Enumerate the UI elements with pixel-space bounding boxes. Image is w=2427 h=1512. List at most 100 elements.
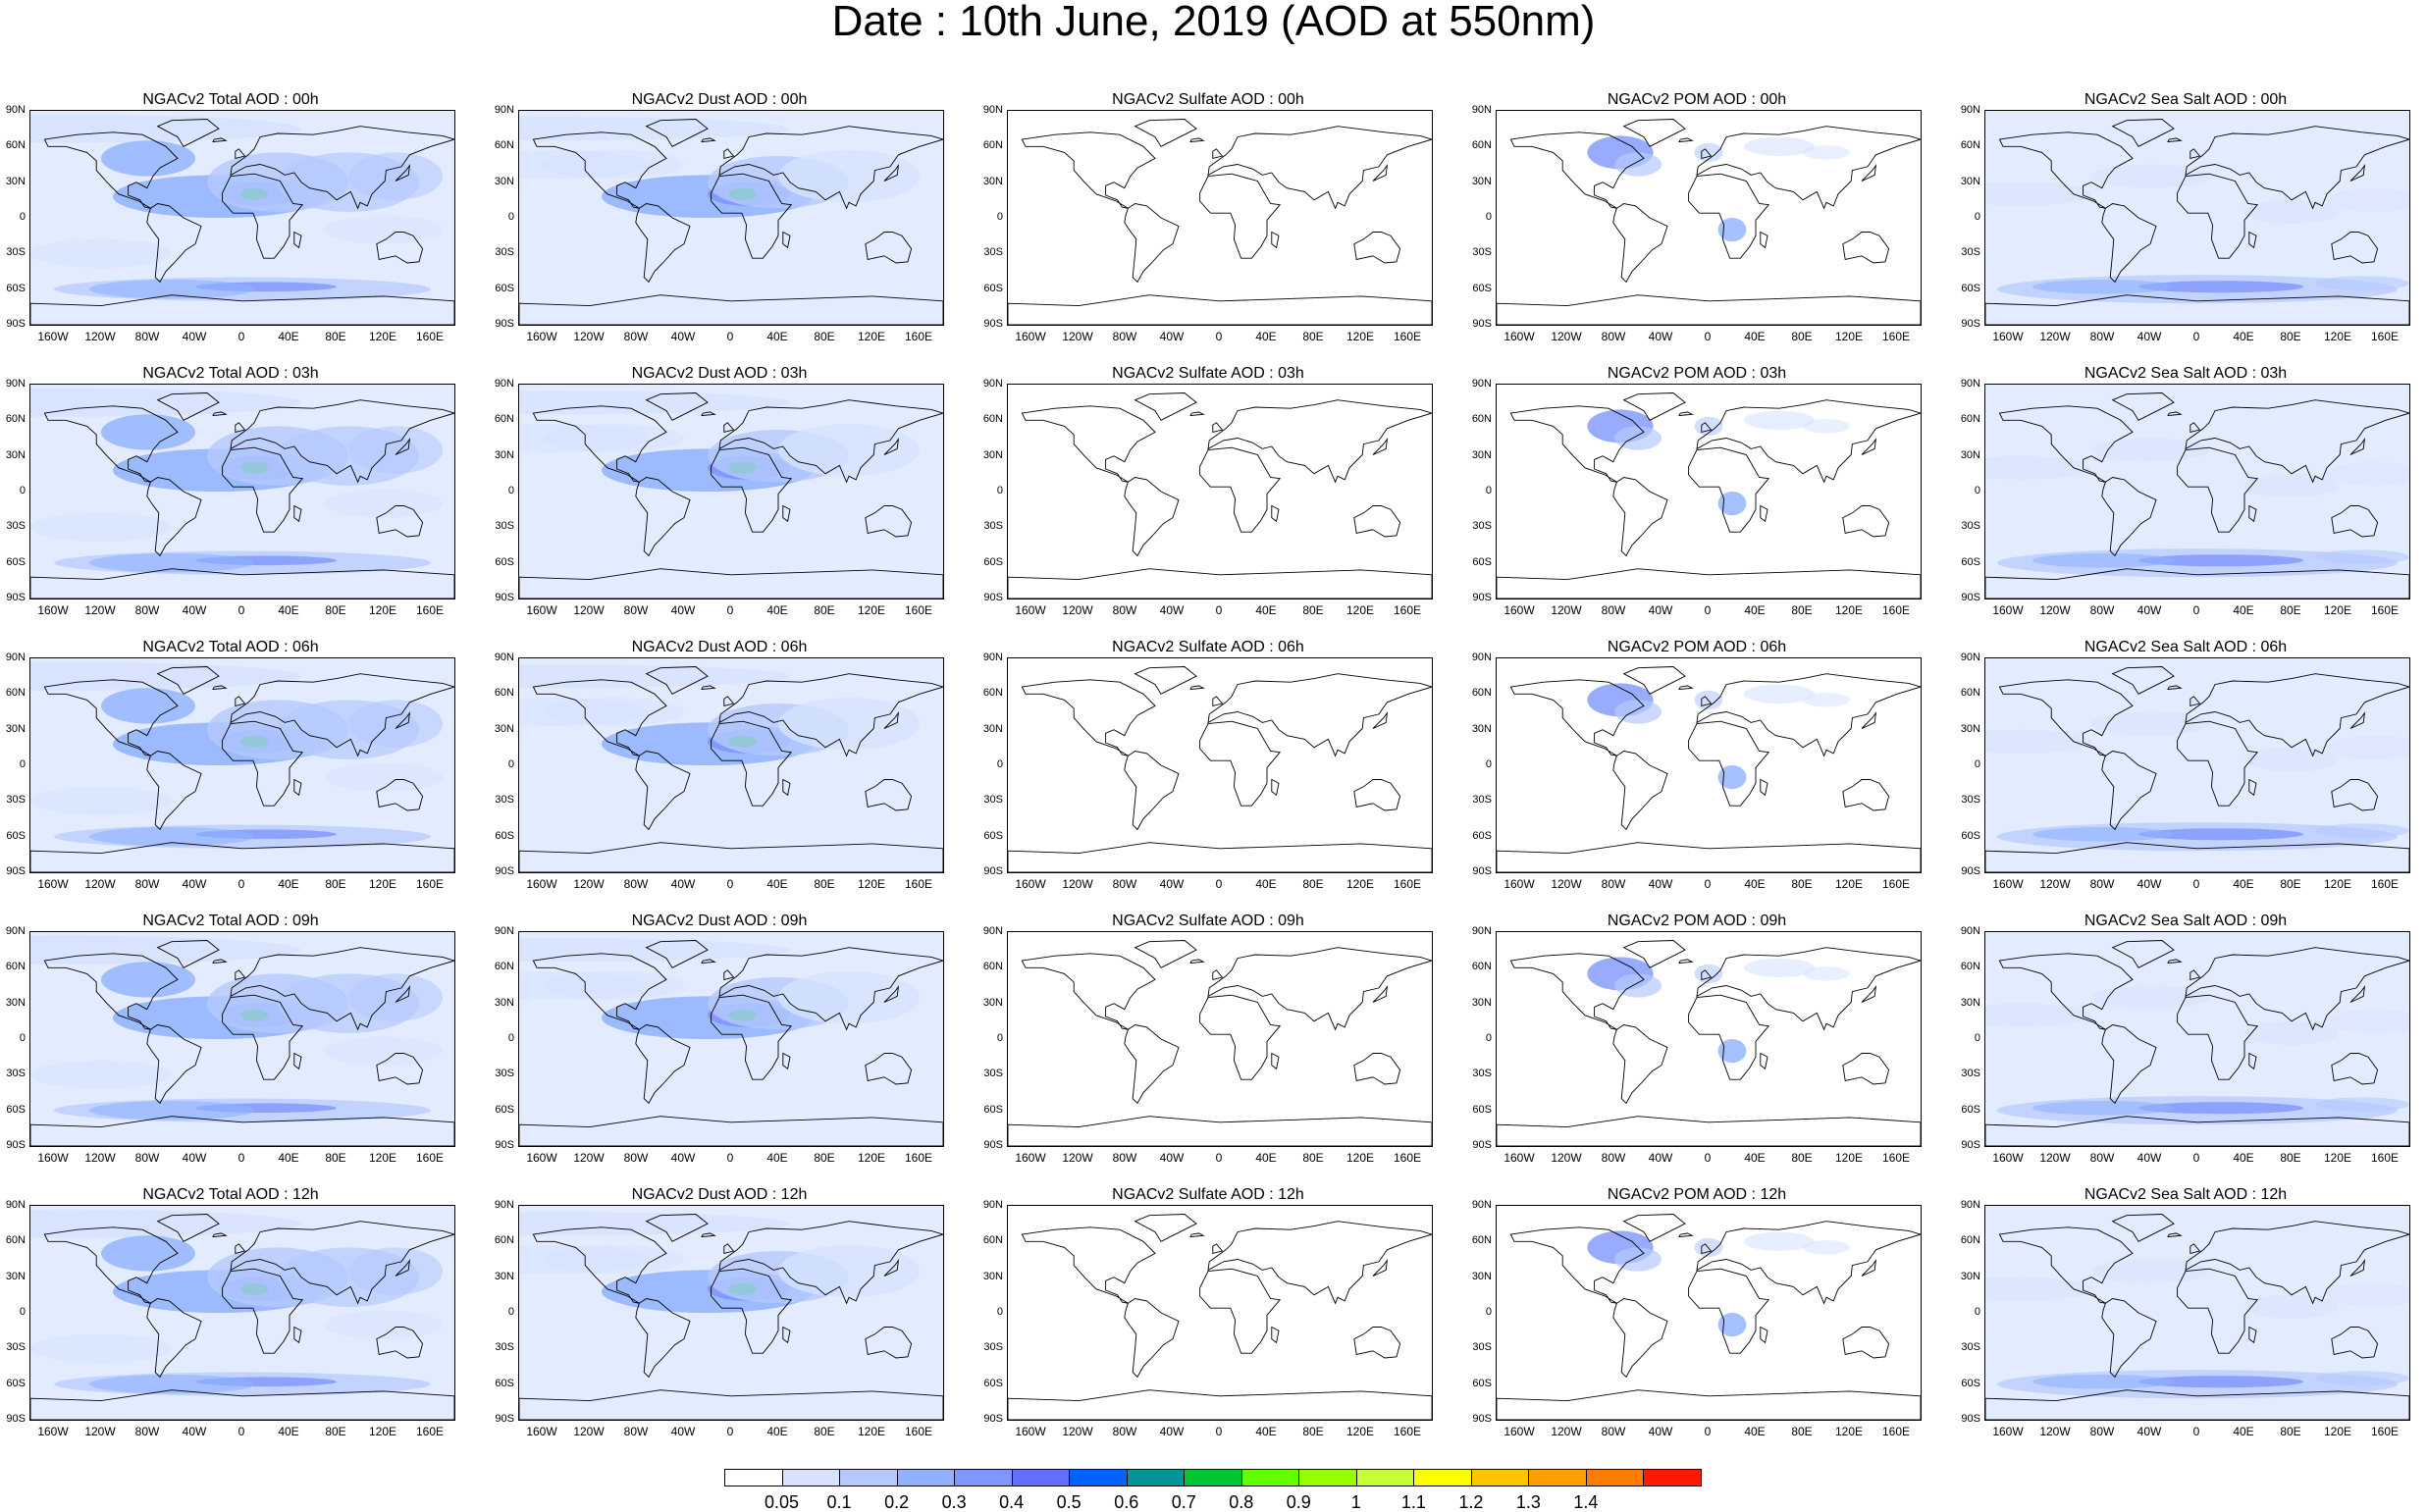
aod-shading xyxy=(325,489,443,518)
panel-title: NGACv2 Sea Salt AOD : 09h xyxy=(2084,912,2288,929)
coastline xyxy=(2101,203,2157,284)
lon-tick-label: 120W xyxy=(1551,330,1582,343)
lon-tick-label: 40E xyxy=(766,330,788,343)
lat-tick-label: 30S xyxy=(495,1068,514,1080)
lon-tick-label: 80W xyxy=(623,1151,649,1165)
lat-tick-label: 60N xyxy=(982,413,1003,426)
lat-tick-label: 0 xyxy=(19,485,26,496)
lat-tick-label: 60N xyxy=(1960,687,1980,700)
lon-tick-label: 0 xyxy=(1704,1425,1712,1438)
coastline xyxy=(156,119,220,147)
colorbar-swatch xyxy=(1069,1469,1128,1486)
lon-tick-label: 160E xyxy=(415,1425,445,1438)
coastline xyxy=(1134,1214,1197,1242)
coastline xyxy=(519,1389,943,1420)
aod-shading xyxy=(519,117,790,141)
lon-tick-label: 0 xyxy=(2192,603,2200,617)
map-panel: NGACv2 POM AOD : 09h 90N 60N 30N 0 30S 60S 90S 1… xyxy=(1466,912,1927,1176)
panel-title: NGACv2 Sea Salt AOD : 12h xyxy=(2084,1186,2288,1203)
lon-tick-label: 160E xyxy=(415,877,445,891)
lon-tick-label: 120E xyxy=(857,877,886,891)
lat-tick-label: 0 xyxy=(996,485,1003,496)
coastline xyxy=(723,696,735,706)
world-map-svg xyxy=(30,111,454,325)
lat-tick-label: 30N xyxy=(494,722,514,735)
lon-tick-label: 80W xyxy=(1112,603,1137,617)
coastline xyxy=(376,1327,424,1359)
lon-tick-label: 120W xyxy=(2039,1425,2071,1438)
coastline xyxy=(293,1052,302,1070)
coastline xyxy=(1372,711,1389,729)
map-plot xyxy=(1496,384,1922,600)
lon-tick-label: 160E xyxy=(1881,330,1911,343)
lon-tick-label: 80E xyxy=(1791,603,1813,617)
lat-tick-label: 60S xyxy=(495,1377,514,1389)
lat-tick-label: 0 xyxy=(996,211,1003,223)
coastline xyxy=(1271,1052,1280,1070)
lon-tick-label: 120E xyxy=(857,1425,886,1438)
coastline xyxy=(1678,959,1694,965)
aod-shading xyxy=(89,552,254,573)
aod-shading xyxy=(2091,1259,2209,1283)
lon-tick-label: 0 xyxy=(237,603,245,617)
coastline xyxy=(1760,1052,1768,1070)
coastline xyxy=(2248,504,2257,523)
map-panel: NGACv2 Dust AOD : 00h 90N 60N 30N 0 30S 60S 90S… xyxy=(489,90,950,355)
coastline xyxy=(293,1326,302,1344)
aod-shading xyxy=(2138,554,2303,567)
coastline xyxy=(1688,720,1770,807)
lat-tick-label: 60S xyxy=(495,1103,514,1116)
lat-tick-label: 30S xyxy=(983,1341,1003,1354)
world-map-svg xyxy=(1008,932,1432,1146)
aod-shading xyxy=(519,938,790,963)
coastline xyxy=(43,1226,179,1304)
lon-tick-label: 40W xyxy=(1159,877,1185,891)
lon-tick-label: 120W xyxy=(84,603,116,617)
colorbar-swatch xyxy=(1528,1469,1587,1486)
lon-tick-label: 120W xyxy=(84,877,116,891)
lon-tick-label: 160W xyxy=(1992,877,2024,891)
coastline xyxy=(395,1259,411,1277)
lon-tick-label: 40E xyxy=(1255,603,1277,617)
coastline xyxy=(645,666,709,695)
coastline xyxy=(1861,1259,1877,1277)
aod-background xyxy=(1008,932,1432,1146)
coastline xyxy=(532,405,667,483)
coastline xyxy=(883,438,900,455)
lat-tick-label: 30N xyxy=(494,1270,514,1282)
map-plot xyxy=(29,657,455,873)
lon-tick-label: 160E xyxy=(1393,1425,1422,1438)
lat-tick-label: 30N xyxy=(1471,996,1492,1009)
map-plot xyxy=(1984,1205,2410,1421)
coastline xyxy=(519,1116,943,1146)
aod-shading xyxy=(543,970,684,1001)
coastline xyxy=(2177,994,2259,1080)
lon-tick-label: 40W xyxy=(182,1425,207,1438)
coastline xyxy=(532,953,667,1030)
lon-tick-label: 120W xyxy=(1062,603,1093,617)
lon-tick-label: 40W xyxy=(1648,1151,1673,1165)
coastline xyxy=(376,232,424,264)
panel-title: NGACv2 Dust AOD : 09h xyxy=(631,912,808,929)
world-map-svg xyxy=(30,385,454,599)
lon-tick-label: 40E xyxy=(2233,603,2254,617)
coastline xyxy=(395,711,411,729)
lon-tick-label: 160W xyxy=(526,330,557,343)
lon-tick-label: 80E xyxy=(2280,330,2301,343)
lat-tick-label: 30S xyxy=(1961,246,1980,259)
lat-tick-label: 90S xyxy=(495,318,514,330)
coastline xyxy=(235,422,246,433)
lat-tick-label: 60S xyxy=(6,829,26,842)
lon-tick-label: 80W xyxy=(623,877,649,891)
lat-tick-label: 90N xyxy=(1471,652,1492,663)
world-map-svg xyxy=(1008,658,1432,872)
lon-tick-label: 120E xyxy=(857,603,886,617)
panel-title: NGACv2 Sulfate AOD : 06h xyxy=(1112,639,1304,655)
lon-tick-label: 160E xyxy=(2370,1425,2400,1438)
coastline xyxy=(1678,137,1694,143)
aod-shading xyxy=(2244,747,2339,772)
lon-tick-label: 80E xyxy=(1302,330,1324,343)
coastline xyxy=(2248,778,2257,797)
coastline xyxy=(1612,203,1668,284)
lon-tick-label: 80E xyxy=(1302,1151,1324,1165)
